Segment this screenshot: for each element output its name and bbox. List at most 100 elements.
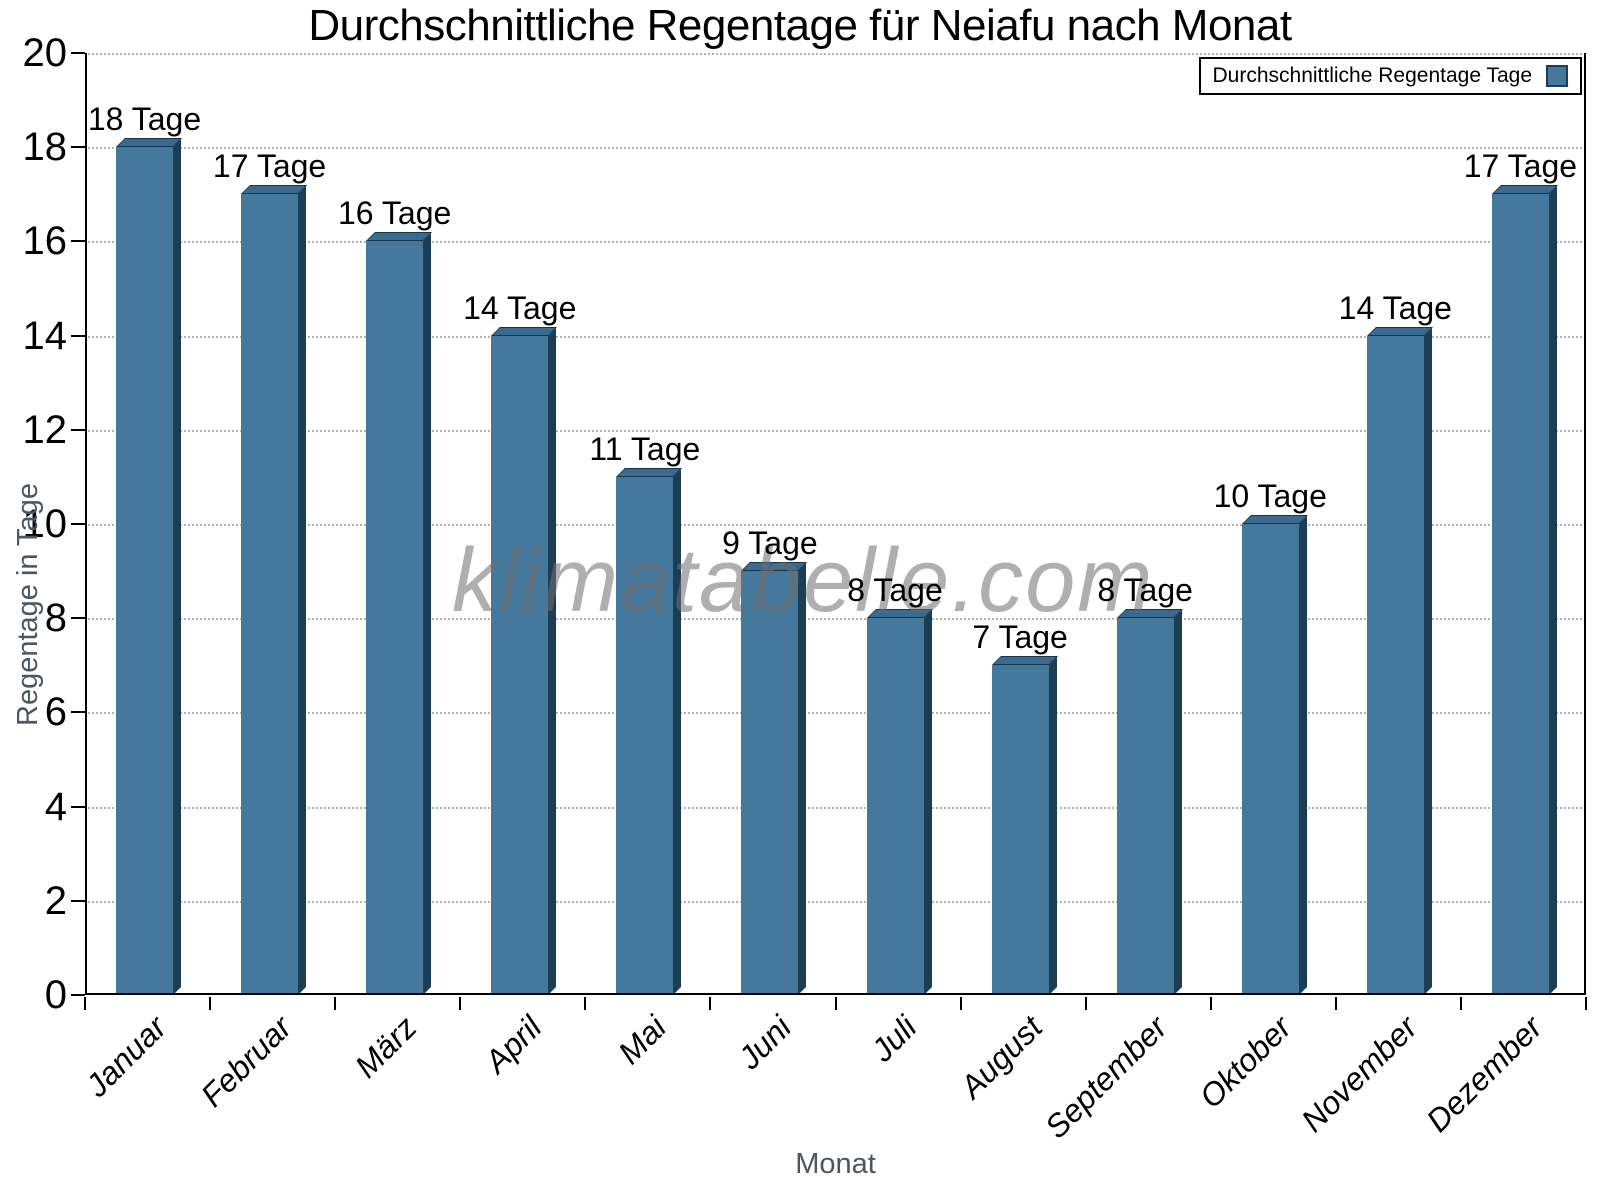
y-tick	[71, 899, 85, 902]
y-axis-title: Regentage in Tage	[12, 483, 44, 726]
bar	[741, 571, 799, 995]
bar	[491, 335, 549, 995]
x-tick	[1209, 997, 1212, 1010]
y-tick	[71, 711, 85, 714]
y-axis-line	[85, 53, 87, 995]
bar-top-face	[991, 656, 1058, 666]
watermark: klimatabelle.com	[452, 531, 1155, 631]
bar-value-label: 18 Tage	[87, 101, 202, 138]
legend: Durchschnittliche Regentage Tage	[1198, 57, 1582, 95]
bar	[616, 476, 674, 995]
y-tick	[71, 428, 85, 431]
bar	[1491, 194, 1549, 995]
y-tick	[71, 146, 85, 149]
bar-top-face	[366, 232, 433, 242]
bar-value-label: 14 Tage	[1338, 289, 1452, 326]
y-tick-label: 14	[22, 313, 68, 358]
x-tick	[1084, 997, 1087, 1010]
bar-side-face	[548, 327, 557, 995]
plot-right-border	[1584, 53, 1586, 995]
bar-top-face	[491, 326, 558, 336]
x-axis-line	[85, 993, 1586, 995]
y-tick	[71, 617, 85, 620]
bar	[116, 147, 173, 995]
x-tick	[959, 997, 962, 1010]
legend-label: Durchschnittliche Regentage Tage	[1212, 64, 1532, 87]
x-tick-label: Mai	[611, 1009, 674, 1071]
y-tick-label: 12	[22, 407, 68, 452]
bar-side-face	[1548, 186, 1557, 995]
bar-value-label: 14 Tage	[463, 289, 577, 326]
bar-value-label: 17 Tage	[212, 148, 327, 185]
y-tick	[71, 805, 85, 808]
gridline	[85, 524, 1586, 526]
bar-side-face	[1298, 516, 1307, 995]
bar-top-face	[1241, 515, 1308, 524]
y-tick-label: 8	[44, 596, 67, 641]
legend-swatch	[1546, 65, 1568, 87]
gridline	[85, 53, 1586, 55]
bar-side-face	[1423, 327, 1432, 995]
bar	[1116, 618, 1174, 995]
x-tick	[84, 997, 86, 1010]
bar-side-face	[298, 186, 307, 995]
x-tick-label: September	[1037, 1009, 1174, 1146]
x-tick-label: August	[952, 1009, 1049, 1105]
bar-value-label: 10 Tage	[1213, 478, 1327, 514]
bar-top-face	[1491, 185, 1558, 195]
y-tick-label: 16	[22, 219, 68, 264]
gridline	[85, 806, 1586, 809]
gridline	[85, 147, 1586, 150]
x-tick	[1334, 997, 1337, 1010]
gridline	[85, 429, 1586, 432]
y-tick-label: 0	[44, 973, 67, 1017]
x-tick	[334, 997, 337, 1010]
bar	[866, 618, 924, 995]
y-tick	[71, 240, 85, 243]
x-tick	[209, 997, 212, 1010]
y-tick	[71, 523, 85, 525]
gridline	[85, 712, 1586, 715]
x-tick-label: Dezember	[1419, 1009, 1549, 1139]
x-tick	[709, 997, 712, 1010]
x-tick	[584, 997, 587, 1010]
bar	[1241, 524, 1299, 995]
x-tick	[1585, 997, 1587, 1010]
bar-side-face	[423, 233, 432, 995]
bar-value-label: 11 Tage	[589, 430, 701, 467]
bar	[991, 665, 1049, 995]
y-tick-label: 4	[44, 784, 67, 829]
bar-side-face	[1173, 610, 1182, 995]
bar-value-label: 9 Tage	[722, 525, 818, 562]
gridline	[85, 900, 1586, 903]
x-tick-label: Februar	[193, 1009, 299, 1114]
bar-top-face	[616, 467, 683, 477]
y-tick	[71, 334, 85, 337]
chart-title: Durchschnittliche Regentage für Neiafu n…	[308, 1, 1292, 50]
bar-value-label: 7 Tage	[972, 619, 1068, 656]
x-tick	[1459, 997, 1462, 1010]
x-axis-title: Monat	[795, 1148, 876, 1180]
x-tick-label: Januar	[78, 1009, 174, 1104]
bar	[241, 194, 299, 995]
x-tick-label: November	[1293, 1009, 1424, 1139]
bar-value-label: 8 Tage	[847, 572, 943, 609]
y-tick-label: 20	[22, 31, 68, 75]
x-tick-label: Oktober	[1192, 1009, 1299, 1115]
x-tick	[834, 997, 837, 1010]
x-tick-label: März	[347, 1009, 424, 1085]
bar-value-label: 8 Tage	[1097, 572, 1193, 609]
y-tick-label: 2	[44, 878, 67, 923]
x-tick-label: April	[477, 1009, 549, 1080]
bar-top-face	[116, 138, 182, 148]
bar-side-face	[173, 139, 181, 995]
y-tick-label: 6	[44, 690, 67, 735]
bar-side-face	[923, 610, 932, 995]
gridline	[85, 335, 1586, 338]
x-tick-label: Juli	[864, 1009, 924, 1069]
bar	[1366, 335, 1424, 995]
bar-value-label: 16 Tage	[338, 195, 452, 232]
bar-side-face	[1048, 657, 1057, 995]
bar-top-face	[1366, 326, 1433, 336]
